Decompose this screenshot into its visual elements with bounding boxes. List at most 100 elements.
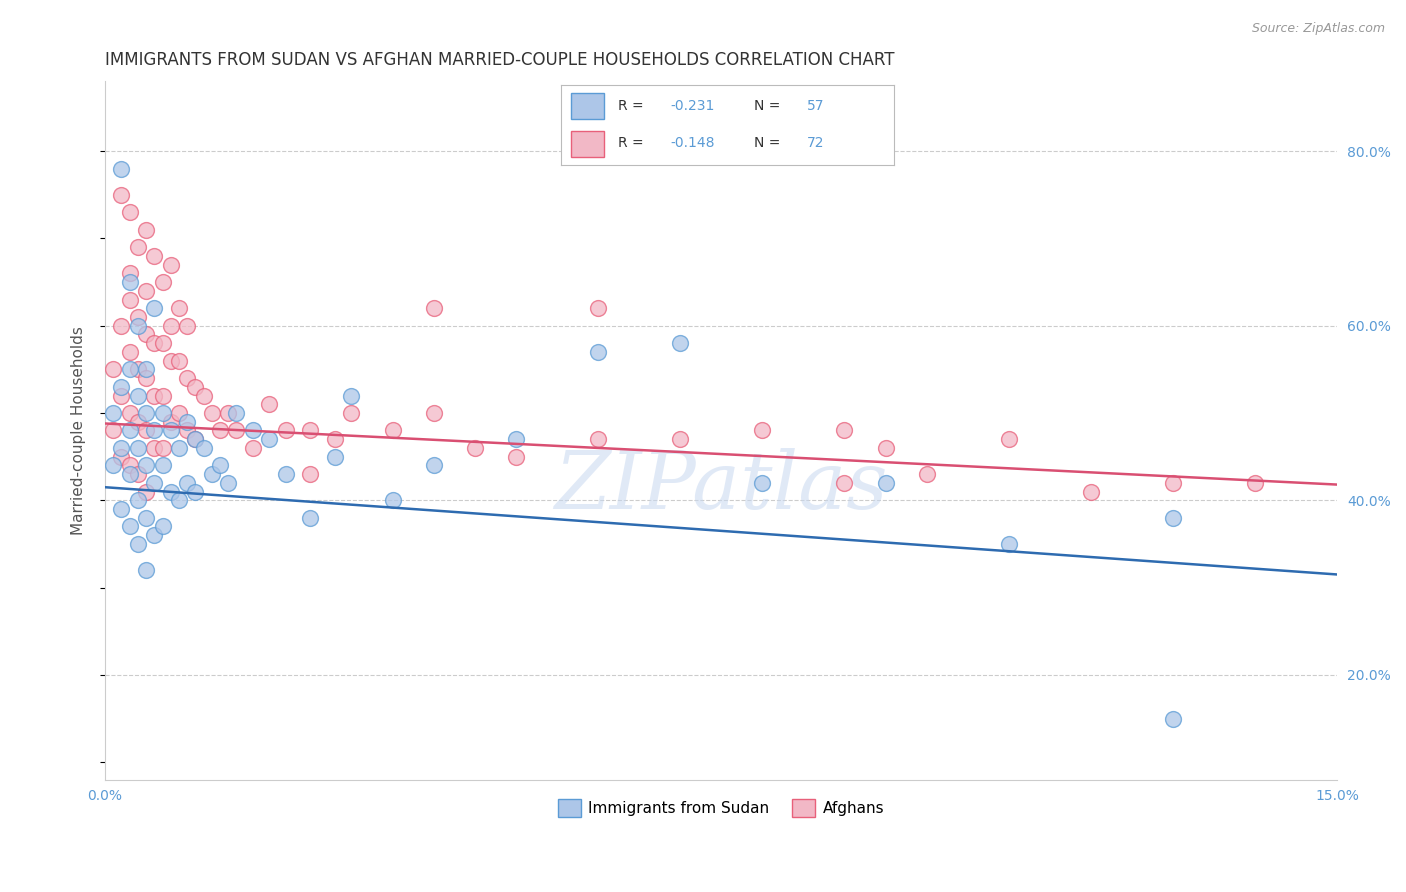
Point xyxy=(242,441,264,455)
Point xyxy=(135,484,157,499)
Point xyxy=(274,467,297,482)
Point xyxy=(997,537,1019,551)
Point xyxy=(422,406,444,420)
Point xyxy=(184,484,207,499)
Point xyxy=(118,467,141,482)
Point xyxy=(127,240,149,254)
Point xyxy=(110,318,132,333)
Point xyxy=(110,161,132,176)
Point xyxy=(110,187,132,202)
Point xyxy=(586,345,609,359)
Point xyxy=(135,284,157,298)
Point xyxy=(299,424,322,438)
Point xyxy=(127,415,149,429)
Point xyxy=(143,301,166,316)
Point xyxy=(127,467,149,482)
Point xyxy=(143,249,166,263)
Point xyxy=(184,432,207,446)
Point xyxy=(110,441,132,455)
Point xyxy=(110,388,132,402)
Point xyxy=(208,458,231,473)
Point xyxy=(184,432,207,446)
Point xyxy=(217,475,239,490)
Point xyxy=(464,441,486,455)
Point xyxy=(127,362,149,376)
Point xyxy=(103,458,125,473)
Point xyxy=(208,424,231,438)
Point xyxy=(505,432,527,446)
Point xyxy=(152,441,174,455)
Point xyxy=(997,432,1019,446)
Point xyxy=(167,406,190,420)
Point xyxy=(159,424,181,438)
Point xyxy=(143,336,166,351)
Point xyxy=(875,475,897,490)
Point xyxy=(381,424,404,438)
Point xyxy=(135,327,157,342)
Point xyxy=(340,388,363,402)
Point xyxy=(193,388,215,402)
Point xyxy=(135,510,157,524)
Point xyxy=(274,424,297,438)
Point xyxy=(118,266,141,280)
Text: ZIPatlas: ZIPatlas xyxy=(554,448,889,525)
Point xyxy=(127,318,149,333)
Point xyxy=(127,537,149,551)
Point xyxy=(259,432,281,446)
Point xyxy=(159,484,181,499)
Point xyxy=(118,362,141,376)
Point xyxy=(834,475,856,490)
Point xyxy=(193,441,215,455)
Point xyxy=(127,388,149,402)
Point xyxy=(217,406,239,420)
Point xyxy=(110,450,132,464)
Point xyxy=(201,467,224,482)
Point xyxy=(118,424,141,438)
Point xyxy=(167,301,190,316)
Point xyxy=(152,388,174,402)
Point xyxy=(152,458,174,473)
Point xyxy=(422,458,444,473)
Point xyxy=(586,301,609,316)
Point xyxy=(669,336,692,351)
Point xyxy=(103,362,125,376)
Point xyxy=(152,275,174,289)
Point xyxy=(586,432,609,446)
Point xyxy=(127,493,149,508)
Point xyxy=(135,223,157,237)
Point xyxy=(135,371,157,385)
Point xyxy=(299,467,322,482)
Point xyxy=(1161,510,1184,524)
Point xyxy=(127,441,149,455)
Point xyxy=(118,519,141,533)
Point xyxy=(834,424,856,438)
Point xyxy=(135,362,157,376)
Point xyxy=(167,353,190,368)
Point xyxy=(143,388,166,402)
Point xyxy=(340,406,363,420)
Point xyxy=(143,475,166,490)
Point xyxy=(159,415,181,429)
Point xyxy=(118,205,141,219)
Point xyxy=(1161,712,1184,726)
Point xyxy=(176,424,198,438)
Point xyxy=(176,371,198,385)
Point xyxy=(167,493,190,508)
Point xyxy=(135,424,157,438)
Point xyxy=(1161,475,1184,490)
Point xyxy=(135,458,157,473)
Y-axis label: Married-couple Households: Married-couple Households xyxy=(72,326,86,535)
Point xyxy=(152,519,174,533)
Point xyxy=(201,406,224,420)
Point xyxy=(159,353,181,368)
Point xyxy=(751,424,773,438)
Point xyxy=(118,293,141,307)
Legend: Immigrants from Sudan, Afghans: Immigrants from Sudan, Afghans xyxy=(550,791,893,824)
Point xyxy=(118,275,141,289)
Point xyxy=(135,563,157,577)
Point xyxy=(1080,484,1102,499)
Point xyxy=(176,415,198,429)
Point xyxy=(323,432,346,446)
Point xyxy=(118,458,141,473)
Point xyxy=(118,345,141,359)
